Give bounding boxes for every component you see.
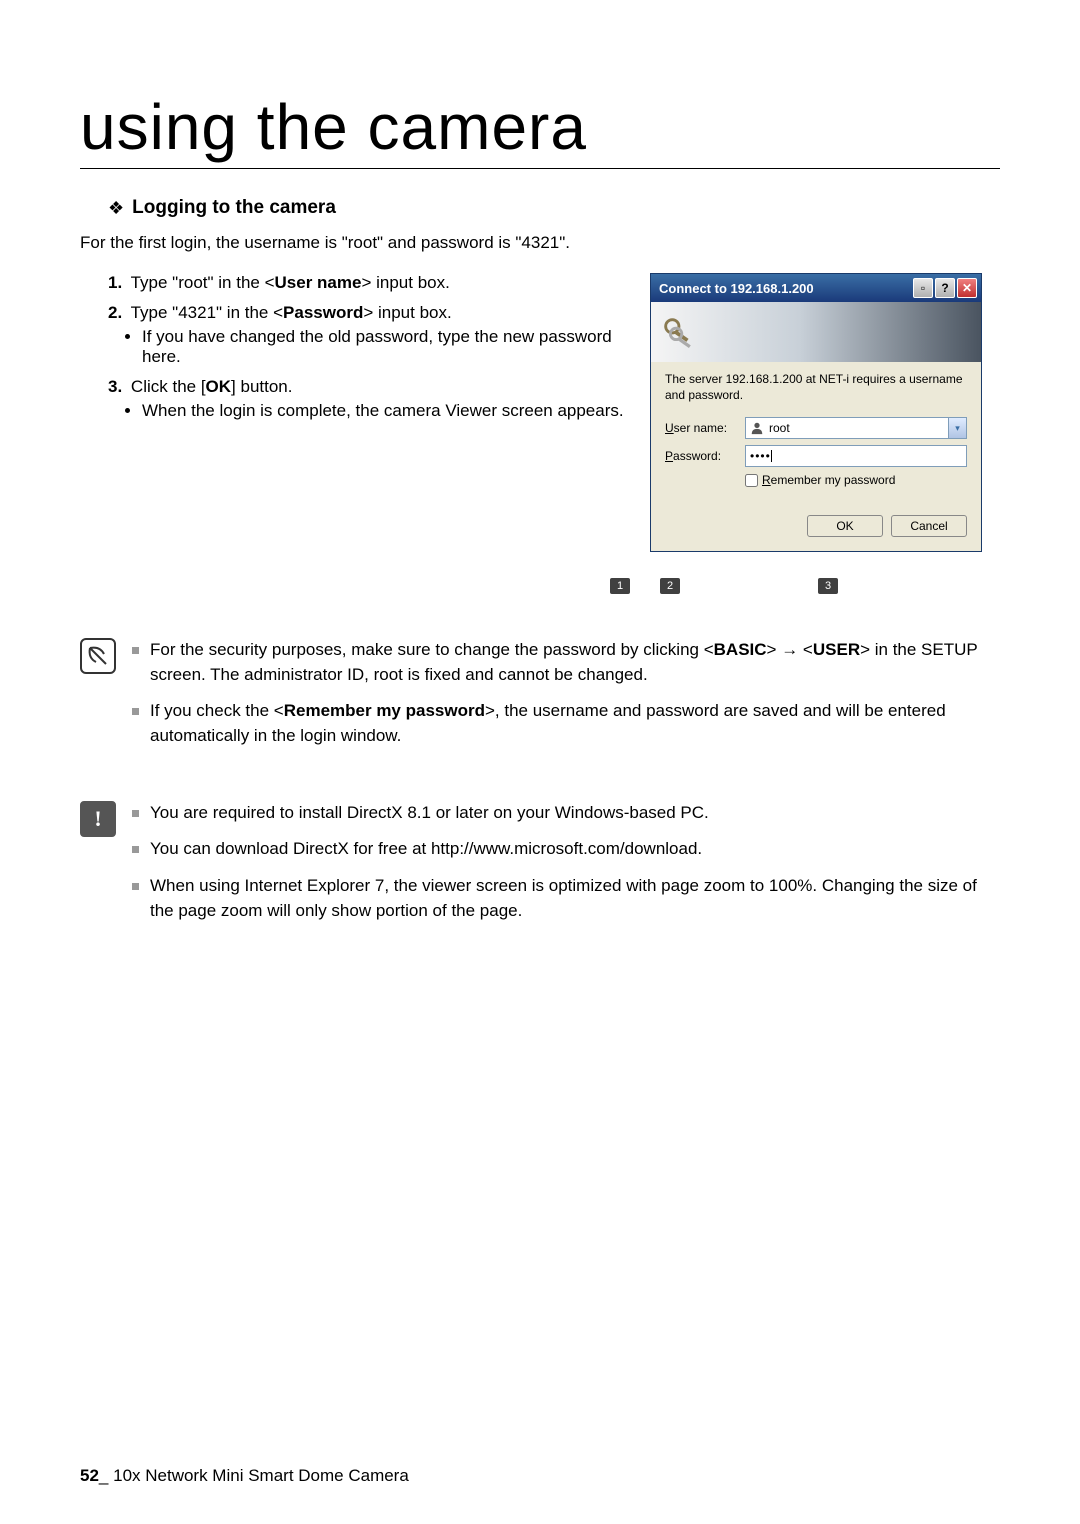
keys-icon: [659, 313, 697, 351]
warning-item: You can download DirectX for free at htt…: [132, 837, 1000, 862]
login-dialog: Connect to 192.168.1.200 ▫ ? ✕ The serve…: [650, 273, 982, 552]
dialog-banner: [651, 302, 981, 362]
step-item: 1. Type "root" in the <User name> input …: [108, 273, 630, 293]
note-block-tips: For the security purposes, make sure to …: [80, 638, 1000, 761]
warning-item: You are required to install DirectX 8.1 …: [132, 801, 1000, 826]
page-footer: 52_ 10x Network Mini Smart Dome Camera: [80, 1466, 409, 1486]
tip-list: For the security purposes, make sure to …: [132, 638, 1000, 761]
warning-item: When using Internet Explorer 7, the view…: [132, 874, 1000, 923]
step-item: 3. Click the [OK] button.When the login …: [108, 377, 630, 421]
tip-item: If you check the <Remember my password>,…: [132, 699, 1000, 748]
callout-3: 3: [818, 578, 838, 594]
dialog-title: Connect to 192.168.1.200: [659, 281, 814, 296]
dialog-titlebar: Connect to 192.168.1.200 ▫ ? ✕: [651, 274, 981, 302]
user-icon: [750, 421, 764, 435]
password-value: ••••: [750, 449, 771, 463]
warning-list: You are required to install DirectX 8.1 …: [132, 801, 1000, 936]
warning-icon: !: [80, 801, 116, 837]
page-title: using the camera: [80, 90, 1000, 169]
section-label: Logging to the camera: [132, 197, 336, 219]
step-sub-item: When the login is complete, the camera V…: [142, 401, 630, 421]
ok-button[interactable]: OK: [807, 515, 883, 537]
password-label: Password:: [665, 449, 745, 463]
tip-icon: [80, 638, 116, 674]
section-header: ❖ Logging to the camera: [108, 197, 1000, 219]
steps-list: 1. Type "root" in the <User name> input …: [108, 273, 630, 421]
username-value: root: [769, 421, 790, 435]
callout-1: 1: [610, 578, 630, 594]
password-input[interactable]: ••••: [745, 445, 967, 467]
tip-item: For the security purposes, make sure to …: [132, 638, 1000, 687]
diamond-icon: ❖: [108, 199, 124, 217]
note-block-warn: ! You are required to install DirectX 8.…: [80, 801, 1000, 936]
product-name: 10x Network Mini Smart Dome Camera: [113, 1466, 409, 1485]
intro-text: For the first login, the username is "ro…: [80, 233, 1000, 253]
close-icon[interactable]: ✕: [957, 278, 977, 298]
minimize-icon[interactable]: ▫: [913, 278, 933, 298]
remember-checkbox[interactable]: [745, 474, 758, 487]
dialog-message: The server 192.168.1.200 at NET-i requir…: [665, 372, 967, 403]
footer-sep: _: [99, 1466, 113, 1485]
cancel-button[interactable]: Cancel: [891, 515, 967, 537]
step-item: 2. Type "4321" in the <Password> input b…: [108, 303, 630, 367]
chevron-down-icon[interactable]: ▾: [948, 418, 966, 438]
username-combo[interactable]: root ▾: [745, 417, 967, 439]
help-icon[interactable]: ?: [935, 278, 955, 298]
username-label: User name:: [665, 421, 745, 435]
callout-2: 2: [660, 578, 680, 594]
step-sub-item: If you have changed the old password, ty…: [142, 327, 630, 367]
page-number: 52: [80, 1466, 99, 1485]
remember-label: Remember my password: [762, 473, 895, 487]
callout-row: 1 2 3: [650, 574, 1000, 598]
